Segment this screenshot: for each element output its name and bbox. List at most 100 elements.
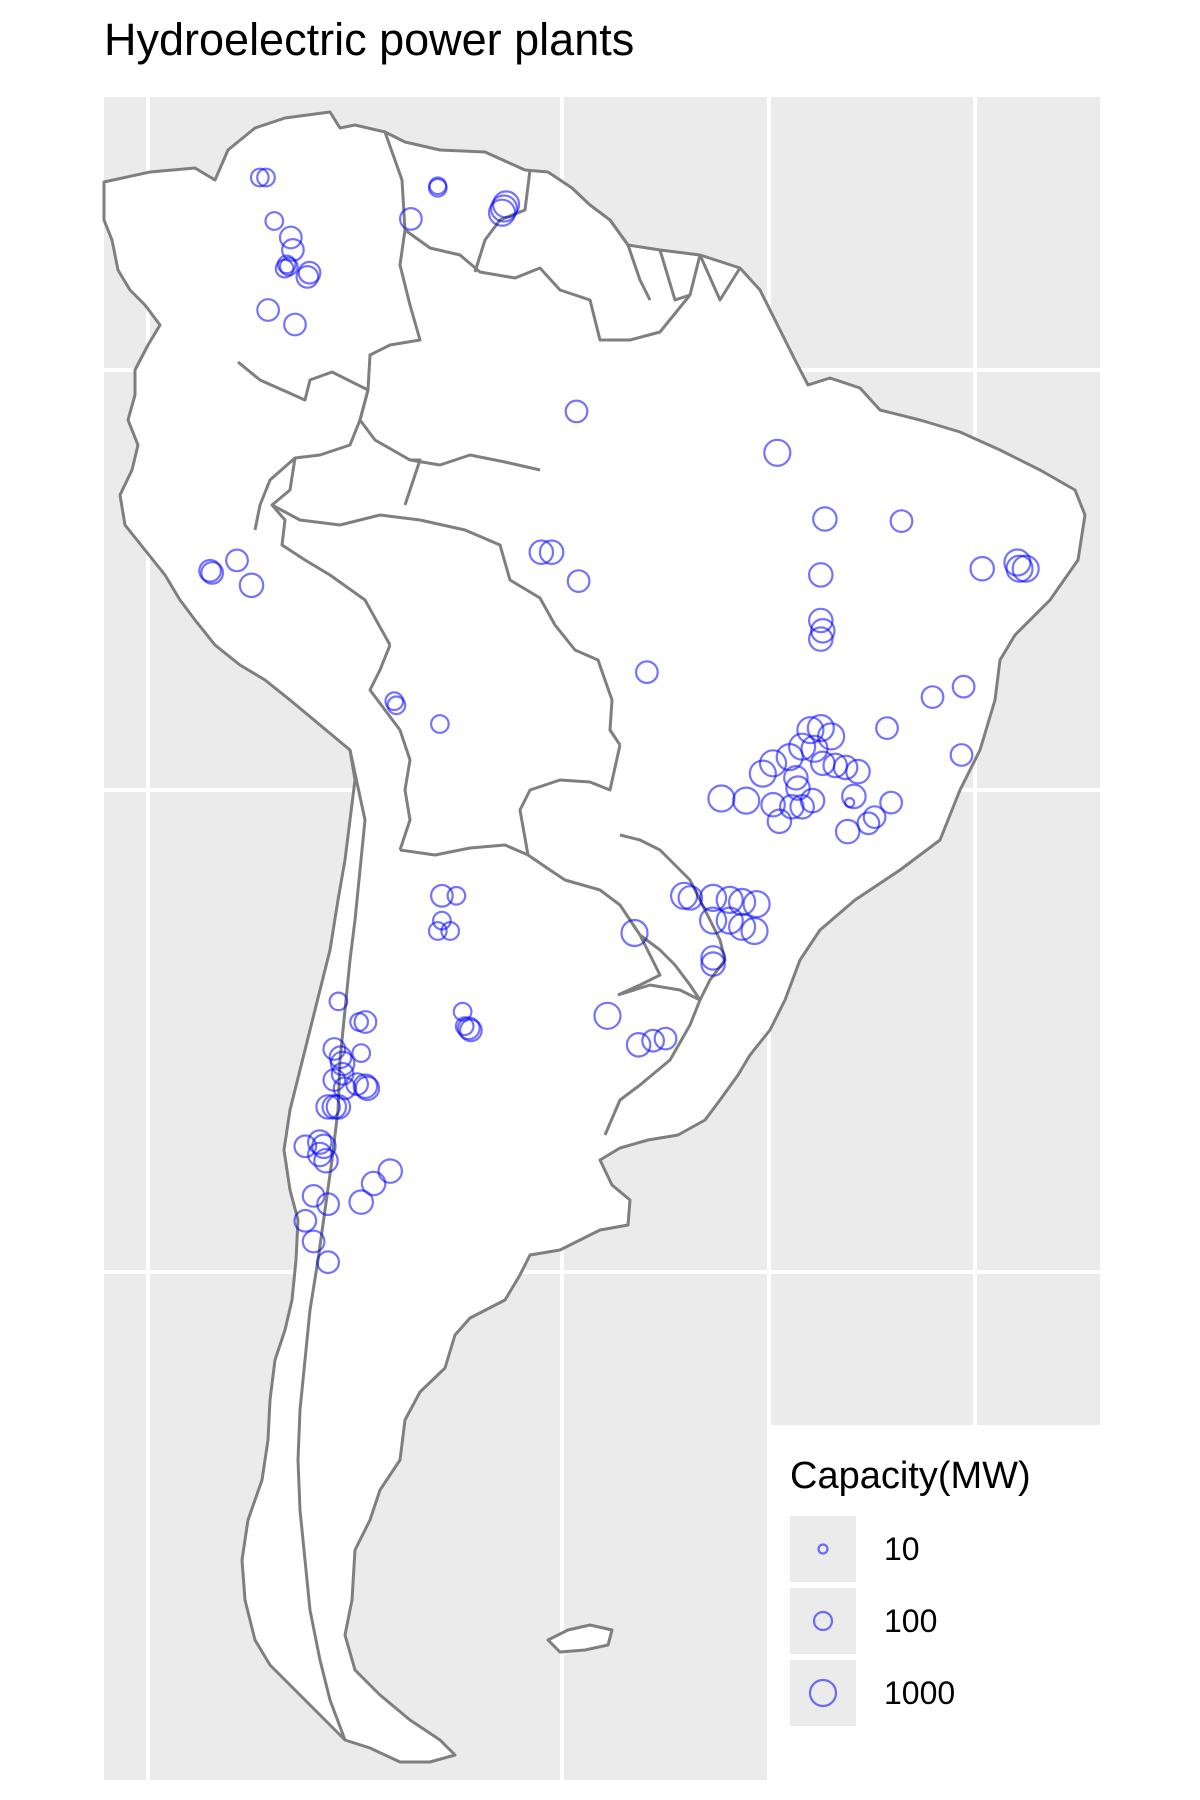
- plant-markers: [198, 167, 1040, 1275]
- plant-marker: [274, 258, 295, 279]
- plant-marker: [316, 1250, 341, 1275]
- plant-marker: [951, 674, 976, 699]
- plant-marker: [264, 211, 285, 231]
- plant-marker: [862, 805, 887, 829]
- plant-marker: [430, 714, 450, 734]
- plant-marker: [351, 1043, 372, 1063]
- plant-marker: [564, 399, 589, 424]
- plant-marker: [256, 298, 281, 322]
- plant-marker: [325, 1094, 352, 1120]
- plant-marker: [715, 885, 744, 915]
- plant-marker: [841, 783, 867, 810]
- plant-marker: [635, 660, 659, 685]
- plant-marker: [430, 883, 454, 908]
- legend-key-bg: [790, 1588, 856, 1654]
- legend-title: Capacity(MW): [790, 1455, 1031, 1497]
- plant-marker: [456, 1016, 481, 1041]
- plant-marker: [807, 607, 834, 634]
- legend-key-10: [817, 1543, 829, 1555]
- plant-marker: [763, 438, 792, 467]
- plant-marker: [620, 918, 649, 948]
- plant-marker: [789, 793, 815, 820]
- plant-marker: [352, 1073, 379, 1099]
- plant-marker: [446, 885, 467, 906]
- plant-marker: [969, 555, 995, 582]
- map-title: Hydroelectric power plants: [104, 14, 635, 65]
- plant-marker: [740, 916, 769, 946]
- plant-marker: [313, 1147, 339, 1174]
- plant-marker: [785, 775, 811, 801]
- plant-marker: [283, 312, 307, 337]
- plant-marker: [249, 167, 270, 188]
- plant-marker: [807, 626, 834, 652]
- plant-marker: [800, 734, 829, 763]
- legend: Capacity(MW) 10 100 1000: [770, 1425, 1100, 1780]
- legend-label-1000: 1000: [884, 1675, 955, 1711]
- plant-marker: [528, 539, 555, 565]
- plant-marker: [492, 190, 521, 219]
- plant-marker: [297, 260, 322, 285]
- plant-marker: [806, 713, 835, 743]
- plant-marker: [386, 695, 407, 716]
- plant-marker: [238, 572, 265, 599]
- plant-marker: [329, 1050, 356, 1077]
- plant-marker: [812, 506, 838, 532]
- plant-marker: [760, 791, 786, 818]
- plant-marker: [920, 685, 945, 709]
- plant-marker: [328, 991, 349, 1012]
- plant-marker: [427, 921, 448, 941]
- plant-marker: [845, 758, 871, 785]
- legend-key-1000: [808, 1678, 838, 1708]
- plant-marker: [354, 1075, 381, 1102]
- plant-marker: [281, 237, 305, 262]
- plant-marker: [677, 885, 704, 911]
- plant-marker: [306, 1129, 333, 1155]
- land: [102, 110, 1087, 1764]
- plant-marker: [295, 265, 320, 289]
- plant-marker: [360, 1170, 387, 1197]
- plant-marker: [641, 1028, 665, 1053]
- plant-marker: [200, 561, 225, 585]
- plant-marker: [538, 539, 565, 565]
- plant-marker: [783, 764, 809, 791]
- plant-marker: [766, 808, 793, 835]
- plant-marker: [316, 1192, 341, 1217]
- legend-key-bg: [790, 1660, 856, 1726]
- plant-marker: [1011, 554, 1040, 583]
- plant-marker: [278, 225, 303, 250]
- plant-marker: [832, 754, 859, 781]
- plant-marker: [796, 716, 825, 745]
- plant-marker: [698, 883, 728, 913]
- plant-marker: [256, 167, 276, 188]
- plant-marker: [748, 759, 777, 788]
- plant-marker: [377, 1158, 403, 1184]
- plant-marker: [322, 1037, 347, 1061]
- falkland-islands: [546, 1623, 614, 1654]
- plant-marker: [875, 716, 899, 740]
- plant-marker: [306, 1141, 333, 1168]
- plant-marker: [727, 912, 757, 941]
- plant-marker: [459, 1018, 483, 1043]
- plant-marker: [807, 562, 834, 588]
- plant-marker: [758, 749, 788, 778]
- plant-marker: [715, 906, 744, 935]
- plant-marker: [399, 206, 423, 231]
- plant-marker: [301, 1229, 326, 1254]
- plant-marker: [301, 1183, 326, 1208]
- plant-marker: [856, 811, 881, 836]
- plant-marker: [889, 509, 914, 533]
- plant-marker: [428, 176, 448, 196]
- legend-label-10: 10: [884, 1531, 920, 1567]
- plant-marker: [566, 569, 591, 593]
- plant-marker: [732, 786, 761, 815]
- plant-marker: [879, 790, 903, 815]
- plant-marker: [353, 1010, 378, 1034]
- plant-marker: [293, 1208, 318, 1233]
- country-borders: [237, 131, 742, 1741]
- legend-key-100: [812, 1610, 834, 1632]
- plant-marker: [593, 1001, 622, 1030]
- legend-label-100: 100: [884, 1603, 937, 1639]
- plant-marker: [625, 1032, 652, 1058]
- south-america-outline: [102, 110, 1087, 1764]
